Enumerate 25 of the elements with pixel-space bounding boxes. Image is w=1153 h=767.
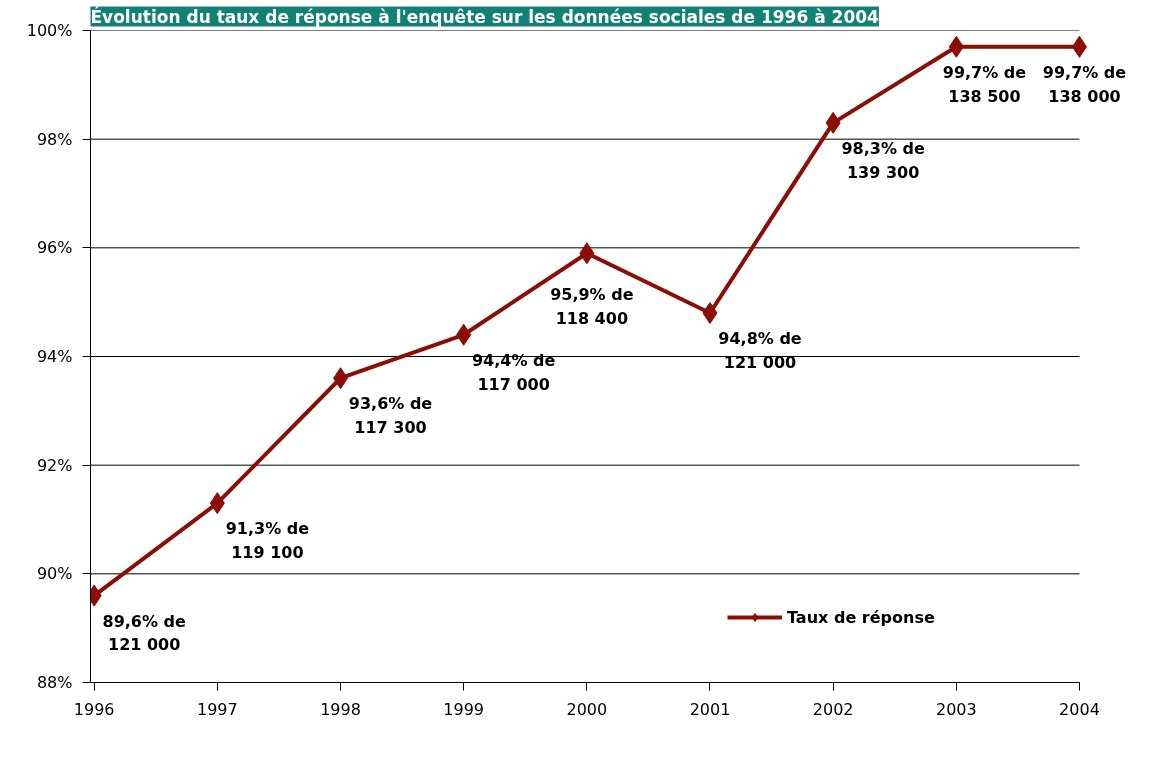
x-tick-label: 2004 — [1059, 699, 1100, 719]
y-tick-label: 96% — [36, 238, 73, 258]
y-tick-label: 88% — [36, 673, 73, 692]
data-label: 99,7% de 138 000 — [1042, 62, 1127, 106]
data-label: 99,7% de 138 500 — [942, 62, 1027, 106]
y-tick-label: 98% — [36, 129, 73, 149]
y-tick-label: 90% — [36, 564, 73, 584]
x-tick-label: 1997 — [197, 699, 238, 719]
data-label: 93,6% de 117 300 — [348, 394, 433, 437]
y-tick-label: 94% — [36, 347, 73, 366]
legend-label: Taux de réponse — [787, 607, 935, 627]
chart-title: Évolution du taux de réponse à l'enquête sur les données sociales de 1996 à 2004 — [90, 5, 880, 27]
x-tick-label: 1999 — [443, 699, 485, 719]
x-tick-label: 2000 — [566, 699, 608, 719]
y-tick-label: 92% — [36, 455, 73, 475]
y-tick-label: 100% — [26, 21, 73, 40]
data-label: 89,6% de 121 000 — [102, 611, 187, 655]
data-label: 95,9% de 118 400 — [550, 285, 634, 329]
data-label: 91,3% de 119 100 — [225, 519, 310, 562]
x-tick-label: 1998 — [320, 699, 361, 719]
x-tick-label: 2003 — [935, 699, 977, 719]
data-label: 98,3% de 139 300 — [841, 138, 925, 182]
x-tick-label: 1996 — [73, 699, 115, 719]
x-tick-label: 2001 — [689, 699, 731, 719]
x-tick-label: 2002 — [812, 699, 854, 719]
